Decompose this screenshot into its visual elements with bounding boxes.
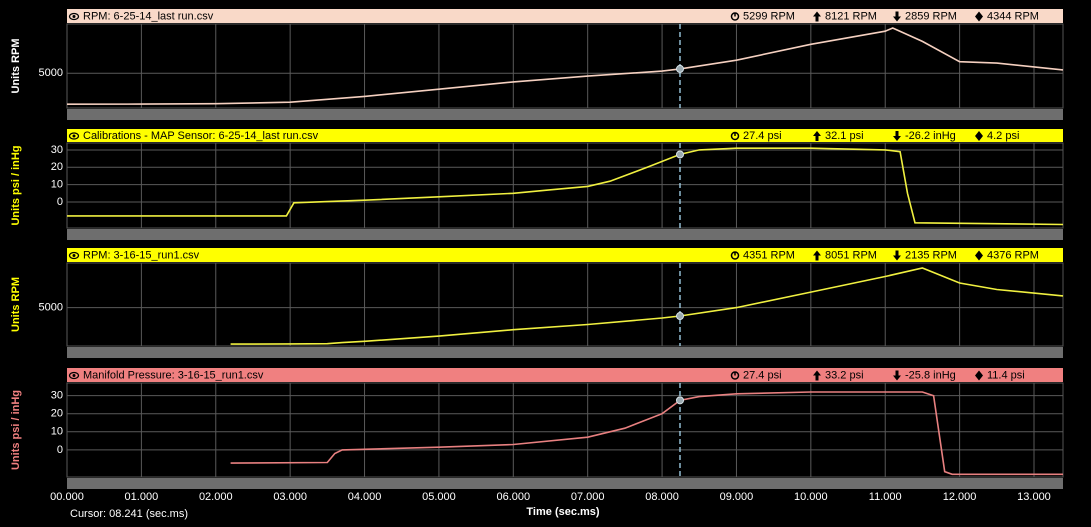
stat-value: 32.1 psi <box>825 130 864 142</box>
data-line <box>67 147 1064 226</box>
chart-panel: RPM: 3-16-15_run1.csv 4351 RPM 8051 RPM 213… <box>10 248 1064 358</box>
plot-area <box>66 262 1064 347</box>
y-axis-label: Units RPM <box>10 277 22 332</box>
stat-value: 2859 RPM <box>905 10 957 22</box>
panel-header <box>67 9 1063 23</box>
stat-value: 4376 RPM <box>987 249 1039 261</box>
eye-icon <box>72 134 76 138</box>
scrollbar[interactable] <box>67 478 1063 489</box>
y-tick-label: 10 <box>51 179 63 191</box>
y-axis-label: Units RPM <box>10 39 22 94</box>
x-tick-label: 11.000 <box>869 491 902 503</box>
icon-max <box>813 250 821 261</box>
stat-value: 2135 RPM <box>905 249 957 261</box>
eye-icon <box>72 15 76 18</box>
x-tick-label: 08.000 <box>645 491 679 503</box>
stat-value: 11.4 psi <box>987 369 1025 381</box>
chart-panel: RPM: 6-25-14_last run.csv 5299 RPM 8121 RP… <box>10 9 1064 120</box>
stat-value: 4.2 psi <box>987 130 1019 142</box>
y-axis-label: Units psi / inHg <box>10 390 22 470</box>
y-axis-label: Units psi / inHg <box>10 145 22 225</box>
icon-avg <box>975 370 983 381</box>
y-tick-label: 0 <box>57 196 63 208</box>
cursor-marker <box>675 150 684 159</box>
panel-title: RPM: 3-16-15_run1.csv <box>83 249 200 261</box>
y-tick-label: 10 <box>51 426 63 438</box>
eye-icon[interactable] <box>68 12 80 21</box>
stat-value: 8051 RPM <box>825 249 877 261</box>
stat-value: 33.2 psi <box>825 369 864 381</box>
scrollbar[interactable] <box>67 109 1063 120</box>
icon-max <box>813 370 821 381</box>
y-tick-label: 5000 <box>39 67 63 79</box>
chart-panel: Calibrations - MAP Sensor: 6-25-14_last … <box>10 129 1064 240</box>
stat-value: -26.2 inHg <box>905 130 956 142</box>
cursor-label: Cursor: 08.241 (sec.ms) <box>70 508 188 520</box>
icon-min <box>893 250 901 261</box>
panel-header <box>67 248 1063 262</box>
x-tick-label: 01.000 <box>125 491 159 503</box>
x-tick-label: 02.000 <box>199 491 233 503</box>
icon-min <box>893 11 901 22</box>
plot-area <box>66 23 1064 109</box>
x-tick-label: 03.000 <box>273 491 307 503</box>
stat-value: 27.4 psi <box>743 130 782 142</box>
data-line <box>230 391 1063 476</box>
y-tick-label: 20 <box>51 408 63 420</box>
y-tick-label: 30 <box>51 144 63 156</box>
x-tick-label: 13.000 <box>1017 491 1051 503</box>
x-tick-label: 09.000 <box>720 491 754 503</box>
stat-value: 4351 RPM <box>743 249 795 261</box>
cursor-marker <box>675 64 684 73</box>
panel-title: Manifold Pressure: 3-16-15_run1.csv <box>83 369 264 381</box>
eye-icon <box>72 374 76 377</box>
stat-value: 5299 RPM <box>743 10 795 22</box>
cursor-marker <box>675 396 684 405</box>
icon-min <box>893 131 901 141</box>
data-line <box>66 27 1064 105</box>
y-tick-label: 30 <box>51 390 63 402</box>
data-line <box>230 267 1064 345</box>
icon-max <box>813 131 821 141</box>
x-tick-label: 05.000 <box>422 491 456 503</box>
icon-avg <box>975 11 983 22</box>
x-tick-label: 06.000 <box>496 491 530 503</box>
eye-icon[interactable] <box>68 371 80 380</box>
eye-icon[interactable] <box>68 132 80 140</box>
plot-area <box>66 382 1064 478</box>
x-tick-label: 00.000 <box>50 491 84 503</box>
icon-avg <box>975 250 983 261</box>
panel-header <box>67 368 1063 382</box>
icon-min <box>893 370 901 381</box>
scrollbar[interactable] <box>67 229 1063 240</box>
panel-title: Calibrations - MAP Sensor: 6-25-14_last … <box>83 130 319 142</box>
y-tick-label: 20 <box>51 161 63 173</box>
panel-header <box>67 129 1063 142</box>
panel-title: RPM: 6-25-14_last run.csv <box>83 10 214 22</box>
x-tick-label: 10.000 <box>794 491 828 503</box>
y-tick-label: 5000 <box>39 302 63 314</box>
x-tick-label: 12.000 <box>943 491 977 503</box>
x-tick-label: 07.000 <box>571 491 605 503</box>
icon-avg <box>975 131 983 141</box>
stat-value: 27.4 psi <box>743 369 782 381</box>
scrollbar[interactable] <box>67 347 1063 358</box>
cursor-marker <box>675 312 684 321</box>
stat-value: 4344 RPM <box>987 10 1039 22</box>
chart-panel: Manifold Pressure: 3-16-15_run1.csv 27.4 … <box>10 368 1064 489</box>
eye-icon[interactable] <box>68 251 80 260</box>
x-axis-label: Time (sec.ms) <box>526 506 600 518</box>
eye-icon <box>72 254 76 257</box>
x-tick-label: 04.000 <box>348 491 382 503</box>
icon-max <box>813 11 821 22</box>
stat-value: 8121 RPM <box>825 10 877 22</box>
stat-value: -25.8 inHg <box>905 369 956 381</box>
y-tick-label: 0 <box>57 444 63 456</box>
